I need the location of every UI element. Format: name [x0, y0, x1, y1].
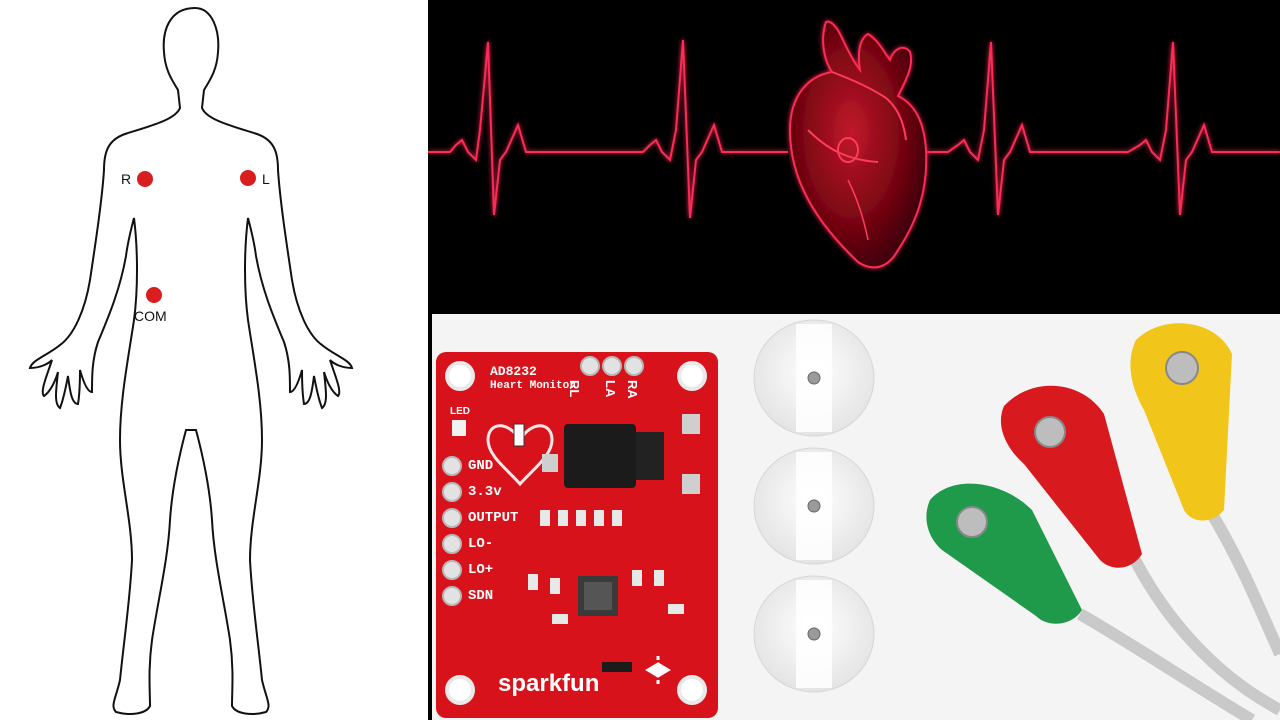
hardware-photo: AD8232 Heart Monitor LED RL LA RA GND 3.… [432, 314, 1280, 720]
divider-vertical [428, 308, 432, 720]
ecg-trace-right [918, 41, 1280, 216]
lead-cables [926, 323, 1280, 720]
board-subtitle: Heart Monitor [490, 380, 576, 392]
pin-label-ra: RA [625, 380, 640, 399]
pin-label-gnd: GND [468, 458, 494, 474]
ecg-banner [428, 0, 1280, 308]
pin-label-lo-minus: LO- [468, 536, 494, 552]
pin-label-sdn: SDN [468, 588, 494, 604]
pin-label-lo-plus: LO+ [468, 562, 494, 578]
board-brand-logo: sparkfun [498, 670, 600, 697]
body-placement-diagram: R L COM [0, 0, 428, 720]
body-outline [28, 6, 354, 715]
ecg-graphic [428, 20, 1280, 269]
electrode-label-right: R [121, 171, 132, 187]
board-led-label: LED [450, 406, 470, 417]
sparkfun-gear-icon [645, 656, 671, 684]
electrode-marker-left [240, 170, 256, 186]
divider-horizontal [428, 308, 1280, 314]
ad8232-board [436, 352, 718, 718]
hardware-graphic [436, 319, 1280, 720]
board-chip-name: AD8232 [490, 364, 537, 379]
electrode-label-left: L [262, 171, 270, 187]
ecg-trace [428, 39, 788, 219]
pin-label-3v3: 3.3v [468, 484, 502, 500]
electrode-pads [753, 319, 875, 693]
electrode-marker-right [137, 171, 153, 187]
pin-label-la: LA [603, 380, 618, 398]
electrode-marker-common [146, 287, 162, 303]
pin-label-output: OUTPUT [468, 510, 519, 526]
pin-label-rl: RL [567, 380, 582, 398]
electrode-label-common: COM [134, 308, 167, 324]
heart-icon [788, 20, 928, 269]
